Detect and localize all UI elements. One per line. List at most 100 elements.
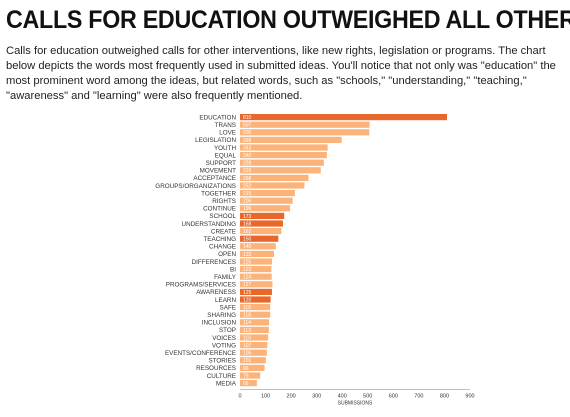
- value-label-teaching: 150: [243, 237, 252, 243]
- category-label-equal: EQUAL: [215, 152, 237, 159]
- bar-culture: [240, 372, 261, 379]
- value-label-trans: 507: [243, 123, 252, 129]
- category-label-groups-organizations: GROUPS/ORGANIZATIONS: [155, 183, 236, 190]
- category-label-family: FAMILY: [214, 274, 237, 281]
- x-tick-0: 0: [238, 394, 241, 400]
- category-label-change: CHANGE: [209, 244, 236, 251]
- category-label-inclusion: INCLUSION: [202, 320, 237, 327]
- bar-equal: [240, 152, 327, 159]
- category-label-together: TOGETHER: [201, 190, 236, 197]
- bar-programs-services: [240, 281, 273, 288]
- category-label-create: CREATE: [211, 228, 236, 235]
- value-label-awareness: 125: [243, 290, 252, 296]
- bar-education: [240, 114, 447, 121]
- bar-youth: [240, 144, 328, 151]
- category-label-education: EDUCATION: [199, 114, 236, 121]
- value-label-voices: 110: [243, 335, 251, 341]
- bar-create: [240, 228, 282, 235]
- bar-love: [240, 129, 370, 136]
- bar-bi: [240, 266, 272, 273]
- bar-safe: [240, 304, 271, 311]
- value-label-open: 133: [243, 252, 252, 258]
- value-label-change: 140: [243, 244, 252, 250]
- category-label-programs-services: PROGRAMS/SERVICES: [166, 282, 236, 289]
- value-label-education: 810: [243, 115, 252, 121]
- bar-acceptance: [240, 174, 309, 181]
- value-label-create: 162: [243, 229, 252, 235]
- intro-paragraph: Calls for education outweighed calls for…: [6, 45, 556, 102]
- category-label-bi: BI: [230, 266, 236, 273]
- bar-stop: [240, 326, 269, 333]
- category-label-acceptance: ACCEPTANCE: [193, 175, 236, 182]
- category-label-youth: YOUTH: [214, 145, 236, 152]
- x-tick-labels-group: 0 100 200 300 400 500 600 700 800 900: [238, 394, 474, 400]
- x-tick-100: 100: [261, 394, 270, 400]
- value-label-youth: 343: [243, 145, 252, 151]
- category-label-voices: VOICES: [212, 335, 236, 342]
- value-label-resources: 96: [243, 366, 249, 372]
- value-label-love: 506: [243, 130, 252, 136]
- bar-awareness: [240, 288, 272, 295]
- category-label-trans: TRANS: [215, 122, 236, 129]
- value-label-voting: 107: [243, 343, 252, 349]
- category-label-awareness: AWARENESS: [196, 289, 236, 296]
- bar-voices: [240, 334, 269, 341]
- value-label-together: 215: [243, 191, 252, 197]
- bar-continue: [240, 205, 291, 212]
- category-label-resources: RESOURCES: [196, 365, 236, 372]
- value-label-media: 66: [243, 381, 249, 387]
- value-label-rights: 206: [243, 199, 252, 205]
- bar-school: [240, 212, 285, 219]
- bar-open: [240, 250, 274, 257]
- value-label-stop: 113: [243, 328, 251, 334]
- category-label-sharing: SHARING: [207, 312, 236, 319]
- x-tick-500: 500: [363, 394, 372, 400]
- value-label-legislation: 398: [243, 138, 252, 144]
- category-label-culture: CULTURE: [207, 373, 236, 380]
- category-label-support: SUPPORT: [206, 160, 236, 167]
- bar-learn: [240, 296, 271, 303]
- value-label-school: 173: [243, 214, 252, 220]
- value-label-stories: 101: [243, 358, 252, 364]
- value-label-support: 328: [243, 161, 252, 167]
- bar-trans: [240, 121, 370, 128]
- x-axis-title: SUBMISSIONS: [338, 401, 373, 407]
- bar-change: [240, 243, 276, 250]
- value-label-family: 124: [243, 275, 252, 281]
- value-label-acceptance: 268: [243, 176, 252, 182]
- bar-inclusion: [240, 319, 270, 326]
- x-tick-800: 800: [440, 394, 449, 400]
- category-label-media: MEDIA: [216, 380, 237, 387]
- bars-group: [240, 114, 447, 387]
- bar-family: [240, 273, 272, 280]
- category-label-teaching: TEACHING: [203, 236, 236, 243]
- category-label-understanding: UNDERSTANDING: [182, 221, 237, 228]
- category-label-learn: LEARN: [215, 297, 236, 304]
- category-label-legislation: LEGISLATION: [195, 137, 236, 144]
- category-label-stories: STORIES: [208, 358, 236, 365]
- value-label-bi: 123: [243, 267, 252, 273]
- bar-sharing: [240, 311, 271, 318]
- value-label-continue: 196: [243, 206, 252, 212]
- x-tick-400: 400: [338, 394, 347, 400]
- bar-understanding: [240, 220, 283, 227]
- value-label-groups-organizations: 252: [243, 183, 252, 189]
- x-tick-700: 700: [414, 394, 423, 400]
- bar-rights: [240, 197, 293, 204]
- bar-legislation: [240, 136, 342, 143]
- bar-stories: [240, 357, 266, 364]
- category-label-school: SCHOOL: [209, 213, 236, 220]
- category-label-continue: CONTINUE: [203, 206, 236, 213]
- value-label-culture: 79: [243, 373, 249, 379]
- bar-teaching: [240, 235, 279, 242]
- value-label-events-conference: 105: [243, 351, 252, 357]
- bar-resources: [240, 364, 265, 371]
- category-label-love: LOVE: [219, 130, 236, 137]
- value-label-sharing: 118: [243, 313, 251, 319]
- value-label-equal: 340: [243, 153, 252, 159]
- category-labels-group: EDUCATIONTRANSLOVELEGISLATIONYOUTHEQUALS…: [155, 114, 236, 387]
- value-label-inclusion: 114: [243, 320, 251, 326]
- bar-groups-organizations: [240, 182, 305, 189]
- bar-events-conference: [240, 349, 267, 356]
